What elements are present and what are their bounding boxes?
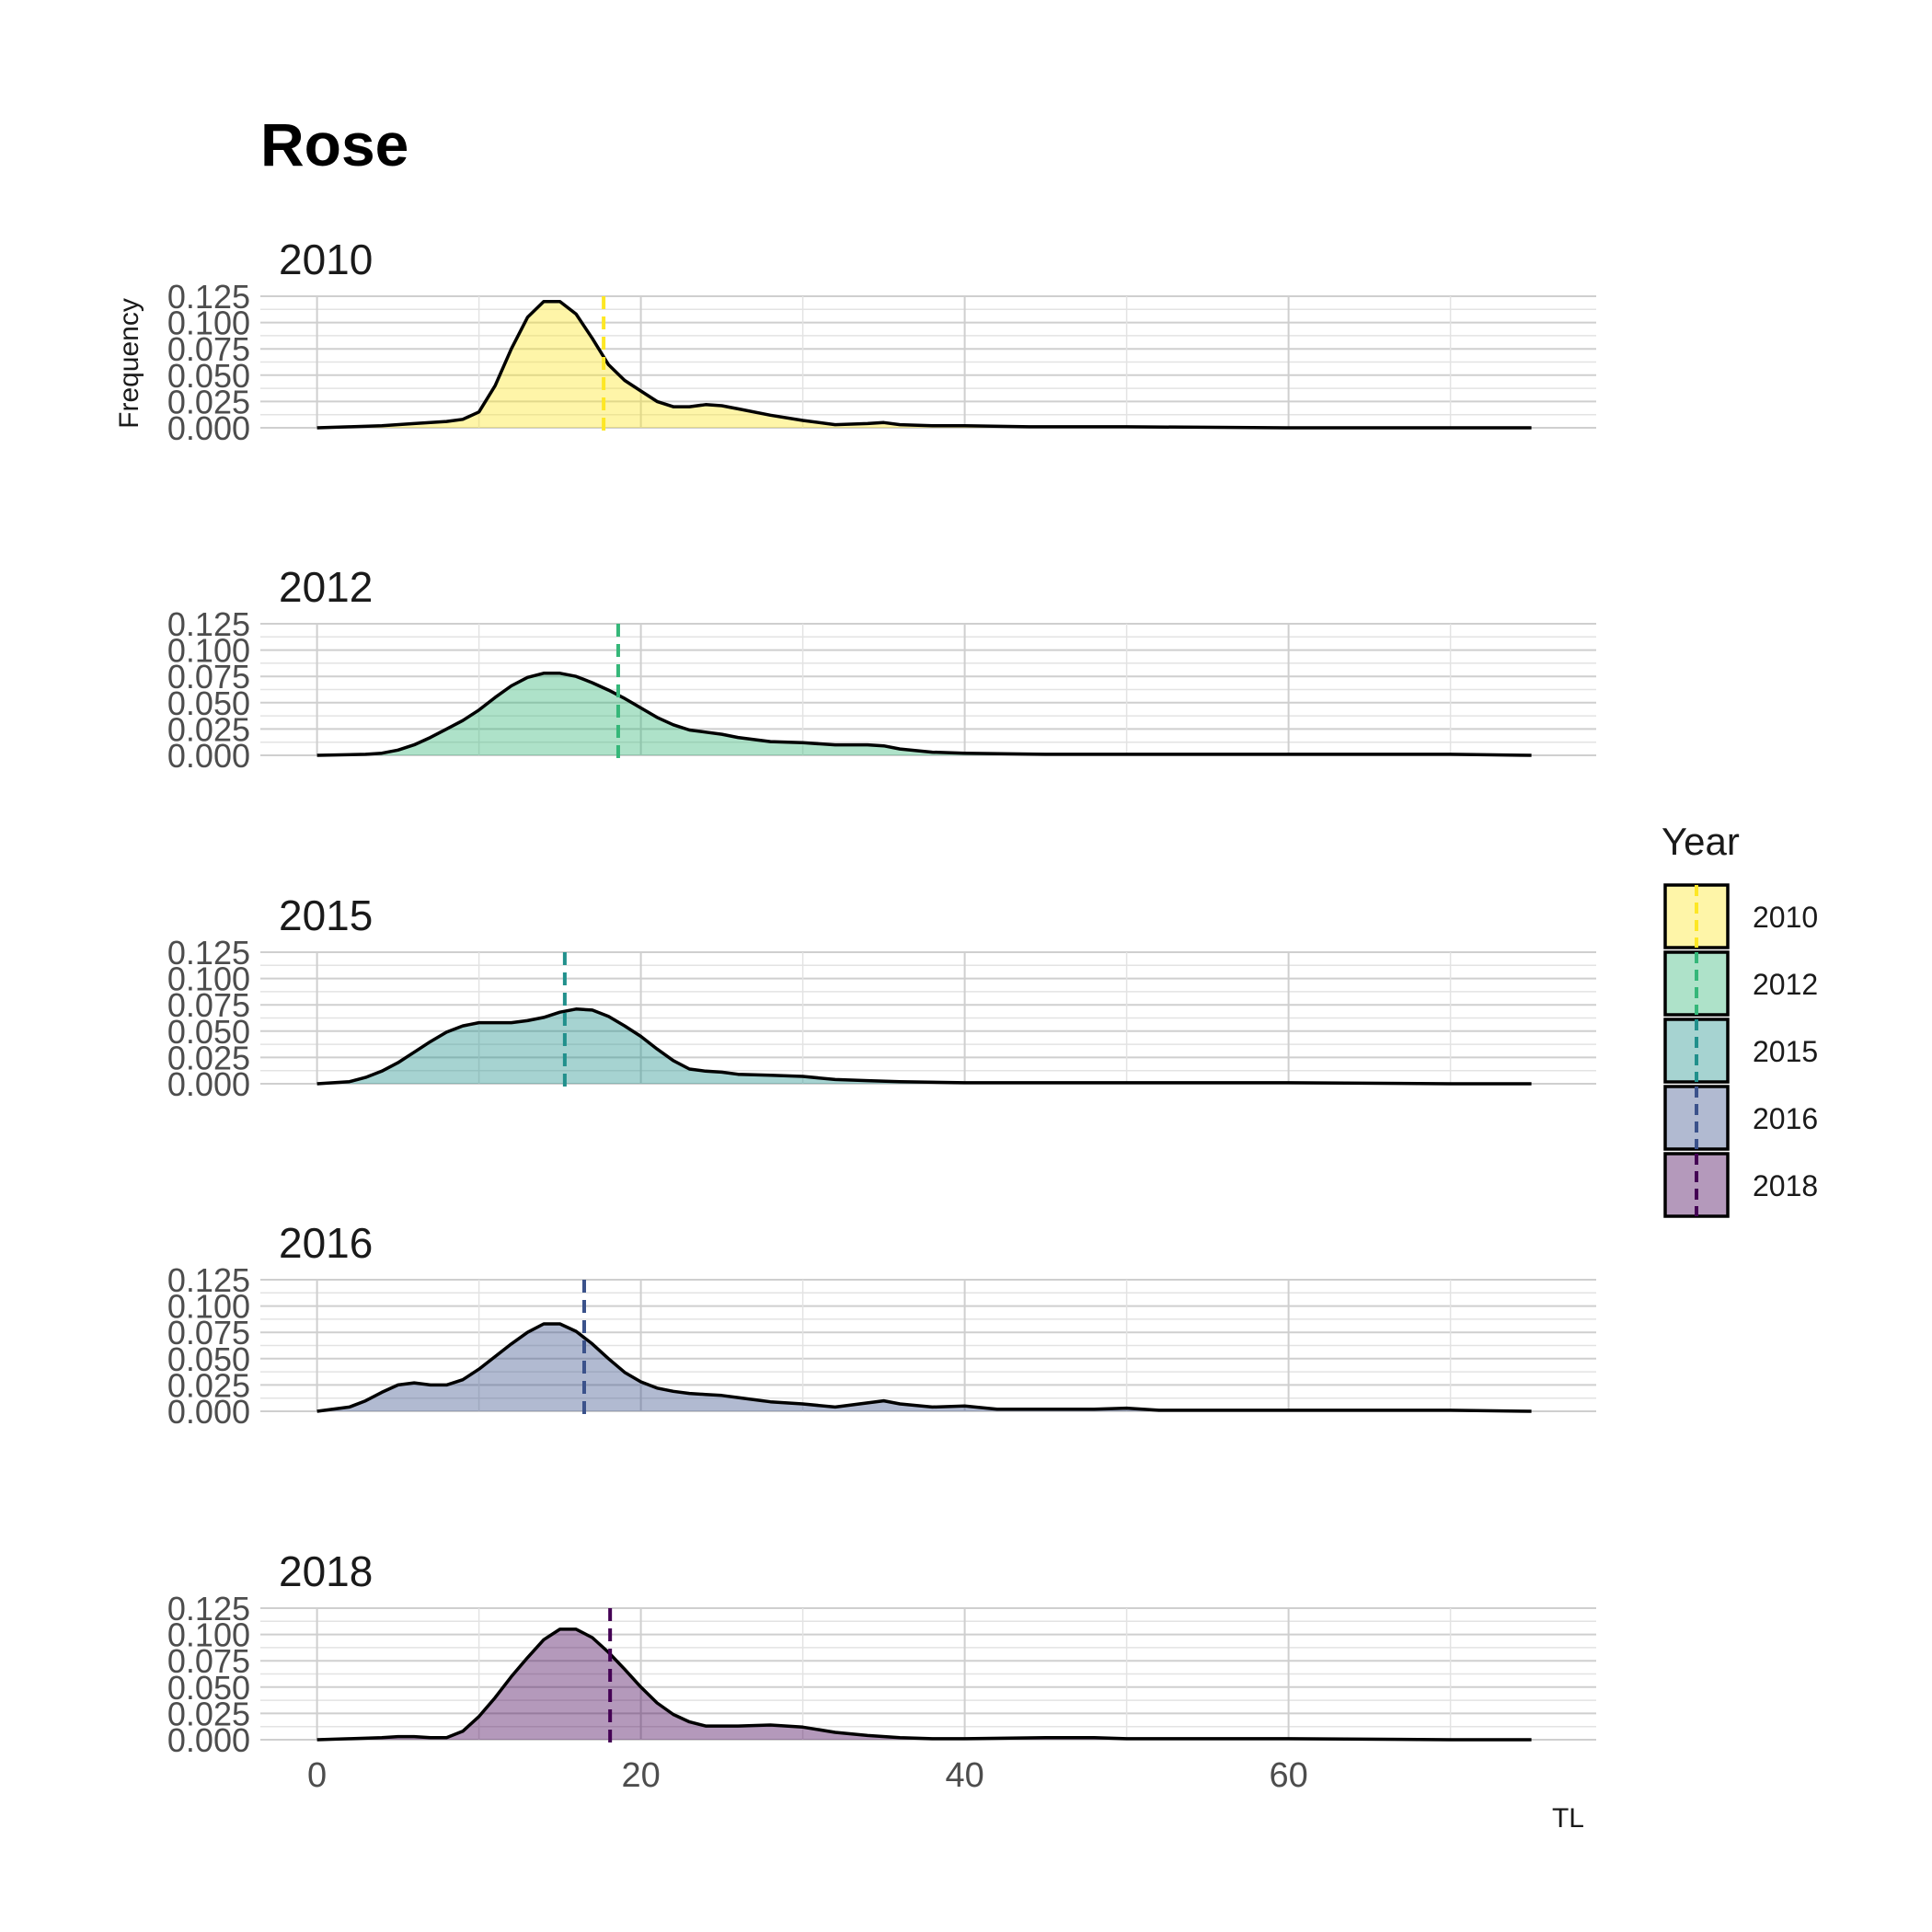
y-tick-label: 0.000 xyxy=(167,1393,250,1431)
y-tick-label: 0.100 xyxy=(167,1616,250,1654)
density-line xyxy=(316,1627,1532,1742)
panel-label: 2015 xyxy=(279,891,373,939)
x-tick-label: 60 xyxy=(1269,1756,1307,1795)
y-tick-label: 0.050 xyxy=(167,1669,250,1707)
legend-label: 2016 xyxy=(1753,1102,1818,1135)
legend-item-2012: 2012 xyxy=(1663,950,1818,1017)
legend-title: Year xyxy=(1662,820,1740,863)
density-area xyxy=(316,1628,1532,1740)
chart-title: Rose xyxy=(260,110,408,178)
y-tick-label: 0.100 xyxy=(167,305,250,342)
y-tick-label: 0.125 xyxy=(167,1261,250,1299)
density-area xyxy=(316,301,1532,428)
y-tick-label: 0.125 xyxy=(167,278,250,316)
legend-item-2010: 2010 xyxy=(1663,883,1818,949)
legend-item-2015: 2015 xyxy=(1663,1018,1818,1084)
y-tick-label: 0.125 xyxy=(167,605,250,643)
density-line xyxy=(316,1322,1532,1413)
y-tick-label: 0.050 xyxy=(167,1013,250,1051)
x-axis: 0 20 40 60 xyxy=(307,1756,1308,1795)
x-tick-label: 0 xyxy=(307,1756,327,1795)
legend-item-2018: 2018 xyxy=(1663,1152,1818,1218)
y-tick-label: 0.075 xyxy=(167,986,250,1024)
y-tick-label: 0.000 xyxy=(167,737,250,775)
density-area xyxy=(316,1008,1532,1084)
legend-item-2016: 2016 xyxy=(1663,1085,1818,1151)
y-tick-label: 0.100 xyxy=(167,1288,250,1326)
x-tick-label: 40 xyxy=(945,1756,983,1795)
panel-label: 2018 xyxy=(279,1547,373,1595)
y-tick-label: 0.075 xyxy=(167,1642,250,1680)
panel-label: 2016 xyxy=(279,1219,373,1267)
legend-label: 2010 xyxy=(1753,901,1818,934)
legend-label: 2018 xyxy=(1753,1169,1818,1202)
y-tick-label: 0.000 xyxy=(167,1721,250,1759)
y-tick-label: 0.125 xyxy=(167,1590,250,1627)
facet-panels: 20100.0000.0250.0500.0750.1000.12520120.… xyxy=(167,236,1596,1759)
density-line xyxy=(316,299,1532,430)
y-tick-label: 0.025 xyxy=(167,1039,250,1076)
y-axis-title: Frequency xyxy=(114,298,144,429)
panel-label: 2012 xyxy=(279,563,373,611)
y-tick-label: 0.000 xyxy=(167,1065,250,1103)
legend-label: 2012 xyxy=(1753,968,1818,1001)
y-tick-label: 0.025 xyxy=(167,710,250,748)
legend: Year 2010 2012 2015 2016 2018 xyxy=(1662,820,1818,1218)
y-tick-label: 0.125 xyxy=(167,934,250,972)
y-tick-label: 0.025 xyxy=(167,383,250,420)
legend-label: 2015 xyxy=(1753,1035,1818,1068)
x-tick-label: 20 xyxy=(621,1756,660,1795)
density-line xyxy=(316,672,1532,757)
y-tick-label: 0.000 xyxy=(167,409,250,447)
panel-label: 2010 xyxy=(279,236,373,283)
density-area xyxy=(316,1324,1532,1411)
y-tick-label: 0.050 xyxy=(167,357,250,395)
y-tick-label: 0.025 xyxy=(167,1695,250,1732)
y-tick-label: 0.100 xyxy=(167,632,250,670)
y-tick-label: 0.050 xyxy=(167,684,250,722)
y-tick-label: 0.050 xyxy=(167,1340,250,1378)
y-tick-label: 0.075 xyxy=(167,1314,250,1351)
x-axis-title: TL xyxy=(1552,1803,1584,1834)
density-area xyxy=(316,673,1532,755)
density-line xyxy=(316,1007,1532,1086)
y-tick-label: 0.075 xyxy=(167,330,250,368)
y-tick-label: 0.100 xyxy=(167,960,250,998)
y-tick-label: 0.075 xyxy=(167,658,250,696)
y-tick-label: 0.025 xyxy=(167,1366,250,1404)
